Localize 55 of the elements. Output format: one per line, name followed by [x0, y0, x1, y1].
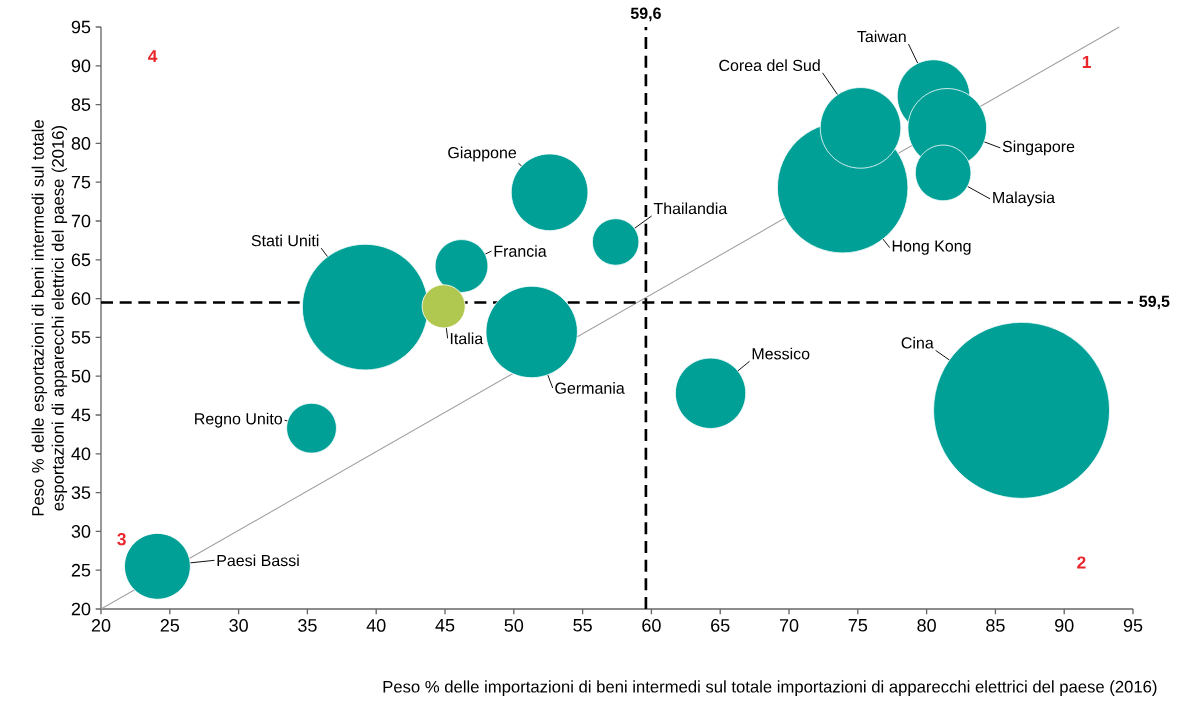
y-tick-label: 40 — [71, 447, 91, 461]
annotation: 4 — [148, 50, 158, 63]
x-tick-label: 95 — [1123, 619, 1143, 632]
annotation: Corea del Sud — [719, 59, 820, 72]
annotation: Regno Unito — [195, 412, 283, 428]
x-tick-label: 60 — [642, 619, 661, 632]
y-tick-label: 45 — [71, 408, 91, 422]
x-tick-label: 35 — [298, 619, 317, 632]
annotation: Francia — [494, 245, 547, 257]
annotation: 3 — [117, 533, 126, 546]
ref-line-label: 59,5 — [1139, 295, 1170, 310]
x-tick-label: 75 — [848, 619, 868, 632]
y-tick-label: 55 — [71, 331, 91, 344]
annotation: 1 — [1082, 55, 1091, 68]
annotation: Hong Kong — [892, 240, 971, 255]
x-axis-title: Peso % delle importazioni di beni intermedi sul totale importazioni di apparecchi elettrici del paese (2016) — [383, 680, 1157, 696]
x-tick-label: 70 — [779, 619, 799, 632]
x-tick-label: 45 — [435, 619, 455, 632]
x-tick-label: 85 — [986, 619, 1005, 632]
x-tick-label: 65 — [711, 619, 730, 632]
x-tick-label: 90 — [1055, 619, 1074, 632]
annotation: Singapore — [1002, 140, 1075, 156]
annotation: Stati Uniti — [251, 234, 319, 247]
y-tick-label: 70 — [71, 214, 91, 228]
annotation: Thailandia — [653, 202, 728, 215]
annotation: Germania — [555, 382, 625, 394]
y-tick-label: 20 — [71, 602, 91, 616]
x-tick-label: 55 — [573, 619, 592, 632]
y-tick-label: 60 — [71, 292, 91, 305]
annotation: Messico — [752, 347, 810, 360]
y-tick-label: 50 — [71, 369, 91, 383]
y-axis-title: Peso % delle esportazioni di beni intermedi sul totale esportazioni di apparecchi elettrici del paese (2016) — [31, 120, 68, 516]
x-tick-label: 50 — [504, 619, 524, 632]
annotation: Cina — [901, 336, 934, 349]
y-tick-label: 35 — [71, 486, 91, 499]
x-tick-label: 25 — [160, 619, 180, 632]
y-tick-label: 85 — [71, 98, 91, 111]
annotation: Italia — [450, 332, 484, 345]
y-tick-label: 75 — [71, 175, 91, 189]
x-tick-label: 20 — [91, 619, 111, 632]
x-tick-label: 30 — [229, 619, 248, 632]
y-tick-label: 30 — [71, 525, 91, 538]
y-tick-label: 90 — [71, 59, 91, 73]
y-tick-label: 65 — [71, 253, 91, 267]
y-tick-label: 80 — [71, 137, 91, 150]
annotation: Taiwan — [857, 30, 906, 43]
y-tick-label: 95 — [71, 20, 91, 34]
x-tick-label: 80 — [917, 619, 936, 632]
y-tick-label: 25 — [71, 563, 91, 577]
annotation: Malaysia — [993, 191, 1056, 207]
x-tick-label: 40 — [366, 619, 386, 632]
annotation: Giappone — [448, 146, 517, 162]
annotation: 2 — [1077, 556, 1086, 569]
ref-line-label: 59,6 — [630, 7, 661, 22]
annotation: Paesi Bassi — [217, 554, 299, 567]
